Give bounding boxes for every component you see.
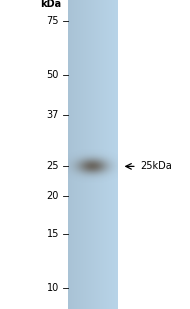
Text: kDa: kDa [40, 0, 61, 9]
Text: 25: 25 [46, 161, 59, 171]
Text: 37: 37 [47, 110, 59, 120]
Text: 75: 75 [46, 16, 59, 26]
Text: 25kDa: 25kDa [141, 161, 172, 171]
Text: 15: 15 [47, 229, 59, 239]
Text: 50: 50 [47, 70, 59, 80]
Text: 10: 10 [47, 282, 59, 293]
Bar [68, 0, 118, 309]
Text: 20: 20 [47, 191, 59, 201]
